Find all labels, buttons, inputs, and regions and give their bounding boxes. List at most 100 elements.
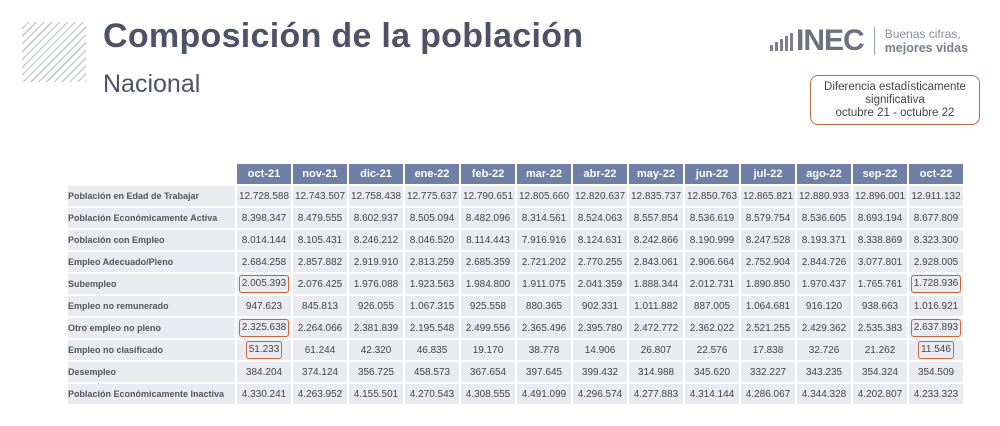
- table-cell: 925.558: [461, 296, 515, 316]
- table-cell: 12.790.651: [461, 186, 515, 206]
- table-cell: 2.429.362: [797, 318, 851, 338]
- table-cell: 8.314.561: [517, 208, 571, 228]
- table-cell: 12.728.588: [237, 186, 291, 206]
- table-cell: 11.546: [909, 340, 963, 360]
- table-cell: 4.233.323: [909, 384, 963, 404]
- table-cell: 1.911.075: [517, 274, 571, 294]
- table-cell: 4.155.501: [349, 384, 403, 404]
- table-cell: 38.778: [517, 340, 571, 360]
- table-cell: 8.105.431: [293, 230, 347, 250]
- table-cell: 12.911.132: [909, 186, 963, 206]
- logo-wordmark: INEC: [796, 24, 865, 57]
- table-cell: 845.813: [293, 296, 347, 316]
- table-cell: 8.602.937: [349, 208, 403, 228]
- significant-value: 1.728.936: [910, 275, 962, 293]
- table-cell: 4.296.574: [573, 384, 627, 404]
- table-cell: 2.521.255: [741, 318, 795, 338]
- column-header: abr-22: [573, 164, 627, 184]
- table-cell: 354.509: [909, 362, 963, 382]
- table-cell: 399.432: [573, 362, 627, 382]
- table-row: Población Económicamente Inactiva 4.330.2…: [68, 384, 963, 404]
- table-header-row: oct-21 nov-21 dic-21 ene-22 feb-22 mar-22 abr-…: [68, 164, 963, 184]
- table-cell: 4.344.328: [797, 384, 851, 404]
- table-cell: 1.923.563: [405, 274, 459, 294]
- table-cell: 8.338.869: [853, 230, 907, 250]
- table-cell: 1.970.437: [797, 274, 851, 294]
- table-cell: 926.055: [349, 296, 403, 316]
- inec-logo: INEC Buenas cifras, mejores vidas: [770, 26, 968, 56]
- column-header: may-22: [629, 164, 683, 184]
- significant-value: 2.005.393: [238, 275, 290, 293]
- table-cell: 1.064.681: [741, 296, 795, 316]
- table-cell: 2.472.772: [629, 318, 683, 338]
- table-row: Otro empleo no pleno 2.325.638 2.264.066 2.…: [68, 318, 963, 338]
- table-cell: 4.286.067: [741, 384, 795, 404]
- table-cell: 354.324: [853, 362, 907, 382]
- row-label: Subempleo: [68, 274, 235, 294]
- table-row: Población Económicamente Activa 8.398.347…: [68, 208, 963, 228]
- table-cell: 8.124.631: [573, 230, 627, 250]
- table-cell: 12.743.507: [293, 186, 347, 206]
- table-cell: 8.482.096: [461, 208, 515, 228]
- table-cell: 12.865.821: [741, 186, 795, 206]
- table-cell: 1.011.882: [629, 296, 683, 316]
- table-cell: 8.190.999: [685, 230, 739, 250]
- table-cell: 26.807: [629, 340, 683, 360]
- column-header: mar-22: [517, 164, 571, 184]
- column-header: jul-22: [741, 164, 795, 184]
- table-cell: 17.838: [741, 340, 795, 360]
- table-cell: 8.479.555: [293, 208, 347, 228]
- table-cell: 42.320: [349, 340, 403, 360]
- table-cell: 12.896.001: [853, 186, 907, 206]
- population-table: oct-21 nov-21 dic-21 ene-22 feb-22 mar-22 abr-…: [66, 162, 965, 406]
- legend-line2: significativa: [865, 93, 925, 106]
- table-cell: 8.557.854: [629, 208, 683, 228]
- table-cell: 356.725: [349, 362, 403, 382]
- table-cell: 2.844.726: [797, 252, 851, 272]
- table-cell: 2.012.731: [685, 274, 739, 294]
- bar-chart-icon: [770, 31, 793, 51]
- table-row: Empleo Adecuado/Pleno 2.684.258 2.857.882 2…: [68, 252, 963, 272]
- table-cell: 8.693.194: [853, 208, 907, 228]
- table-cell: 12.820.637: [573, 186, 627, 206]
- table-cell: 2.499.556: [461, 318, 515, 338]
- page-subtitle: Nacional: [103, 70, 201, 98]
- table-cell: 2.535.383: [853, 318, 907, 338]
- table-cell: 880.365: [517, 296, 571, 316]
- table-cell: 1.765.761: [853, 274, 907, 294]
- table-cell: 8.398.347: [237, 208, 291, 228]
- row-label: Población Económicamente Activa: [68, 208, 235, 228]
- table-cell: 8.536.619: [685, 208, 739, 228]
- table-cell: 1.890.850: [741, 274, 795, 294]
- table-cell: 2.813.259: [405, 252, 459, 272]
- table-cell: 4.491.099: [517, 384, 571, 404]
- table-cell: 2.041.359: [573, 274, 627, 294]
- table-cell: 61.244: [293, 340, 347, 360]
- column-header: sep-22: [853, 164, 907, 184]
- logo-tagline-line2: mejores vidas: [884, 41, 969, 55]
- row-label: Empleo no clasificado: [68, 340, 235, 360]
- table-cell: 1.067.315: [405, 296, 459, 316]
- table-cell: 345.620: [685, 362, 739, 382]
- table-cell: 458.573: [405, 362, 459, 382]
- table-cell: 4.330.241: [237, 384, 291, 404]
- column-header: dic-21: [349, 164, 403, 184]
- table-row: Desempleo 384.204 374.124 356.725 458.573 367…: [68, 362, 963, 382]
- column-header: oct-22: [909, 164, 963, 184]
- significant-value: 2.325.638: [238, 319, 290, 337]
- table-cell: 2.325.638: [237, 318, 291, 338]
- table-cell: 343.235: [797, 362, 851, 382]
- table-cell: 8.246.212: [349, 230, 403, 250]
- table-cell: 4.263.952: [293, 384, 347, 404]
- table-cell: 2.857.882: [293, 252, 347, 272]
- table-cell: 4.277.883: [629, 384, 683, 404]
- logo-tagline: Buenas cifras, mejores vidas: [885, 27, 968, 55]
- table-cell: 12.850.763: [685, 186, 739, 206]
- table-cell: 1.016.921: [909, 296, 963, 316]
- significance-legend: Diferencia estadísticamente significativ…: [810, 75, 980, 125]
- column-header: feb-22: [461, 164, 515, 184]
- table-cell: 947.623: [237, 296, 291, 316]
- table-cell: 1.984.800: [461, 274, 515, 294]
- table-cell: 397.645: [517, 362, 571, 382]
- table-cell: 902.331: [573, 296, 627, 316]
